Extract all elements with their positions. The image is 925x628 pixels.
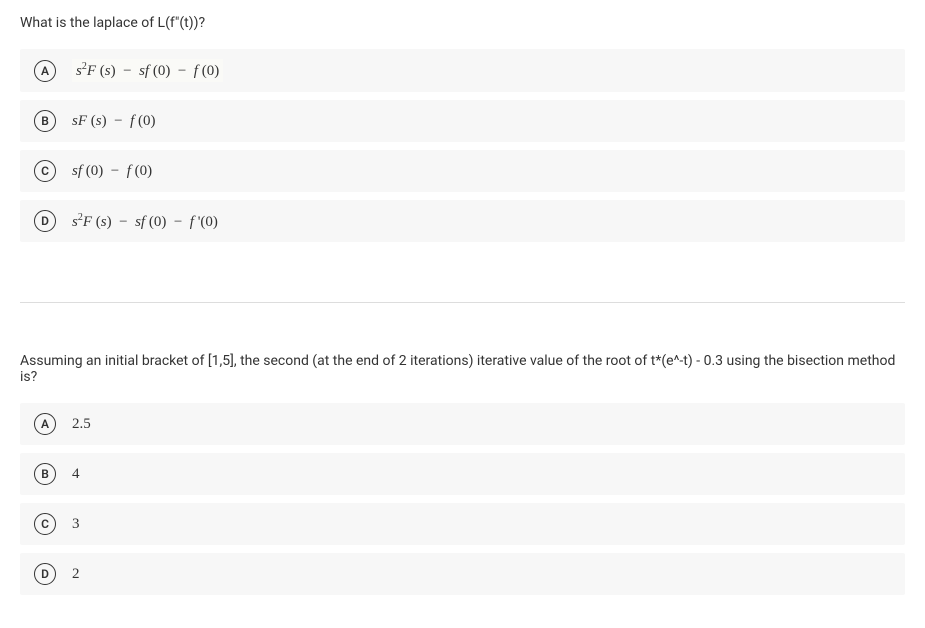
option-content: s2F (s) − sf (0) − f '(0) xyxy=(72,212,218,231)
divider xyxy=(20,302,905,303)
question-1-text: What is the laplace of L(f"(t))? xyxy=(20,15,905,31)
q1-option-d[interactable]: D s2F (s) − sf (0) − f '(0) xyxy=(20,200,905,242)
option-letter: C xyxy=(34,513,56,535)
q1-option-a[interactable]: A s2F (s) − sf (0) − f (0) xyxy=(20,49,905,92)
option-letter: C xyxy=(34,160,56,182)
option-content: 2.5 xyxy=(72,416,91,433)
option-content: 3 xyxy=(72,516,80,533)
option-letter: B xyxy=(34,463,56,485)
q2-option-c[interactable]: C 3 xyxy=(20,503,905,545)
option-content: sf (0) − f (0) xyxy=(72,163,152,180)
option-content: 2 xyxy=(72,566,80,583)
option-content: s2F (s) − sf (0) − f (0) xyxy=(72,59,223,82)
option-content: 4 xyxy=(72,466,80,483)
option-letter: A xyxy=(34,60,56,82)
question-2-text: Assuming an initial bracket of [1,5], th… xyxy=(20,353,905,385)
question-1: What is the laplace of L(f"(t))? A s2F (… xyxy=(20,15,905,242)
q2-option-d[interactable]: D 2 xyxy=(20,553,905,595)
q2-option-a[interactable]: A 2.5 xyxy=(20,403,905,445)
question-2: Assuming an initial bracket of [1,5], th… xyxy=(20,353,905,595)
option-letter: B xyxy=(34,110,56,132)
option-content: sF (s) − f (0) xyxy=(72,113,155,130)
option-letter: D xyxy=(34,210,56,232)
q2-option-b[interactable]: B 4 xyxy=(20,453,905,495)
q1-option-b[interactable]: B sF (s) − f (0) xyxy=(20,100,905,142)
q1-option-c[interactable]: C sf (0) − f (0) xyxy=(20,150,905,192)
option-letter: D xyxy=(34,563,56,585)
option-letter: A xyxy=(34,413,56,435)
